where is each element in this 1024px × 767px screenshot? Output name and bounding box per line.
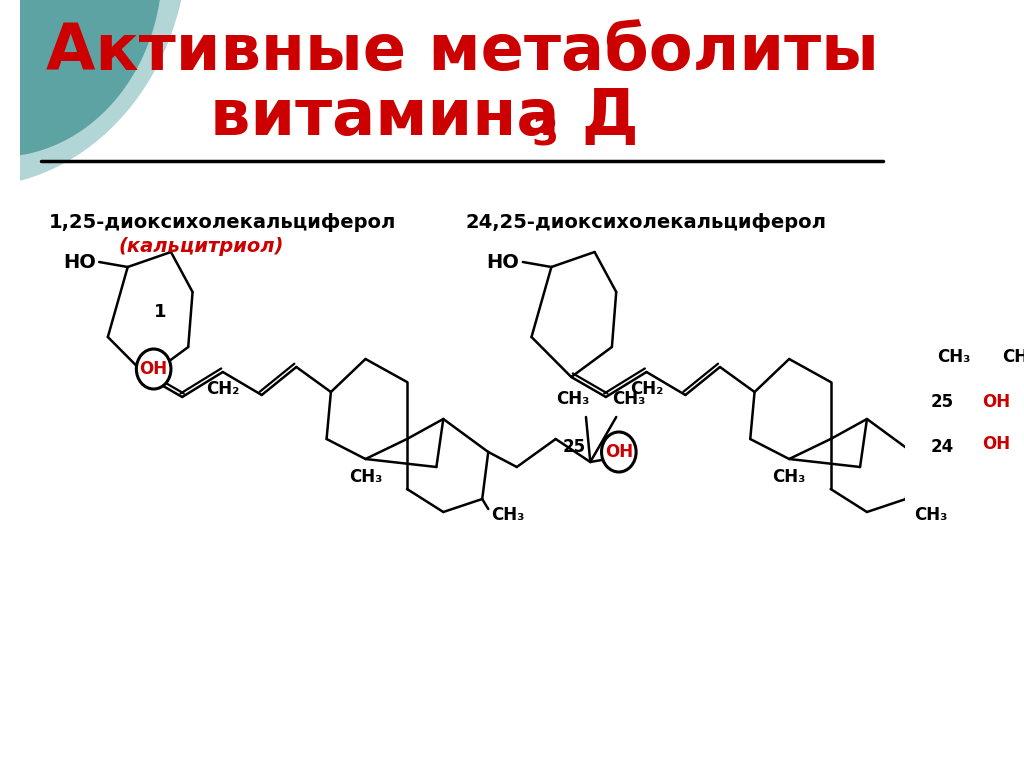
Text: CH₃: CH₃ [914,506,948,524]
Text: 24: 24 [930,438,953,456]
Text: OH: OH [139,360,168,378]
Text: 1: 1 [154,303,166,321]
Text: OH: OH [983,393,1011,411]
Circle shape [979,424,1014,464]
Circle shape [136,349,171,389]
Text: CH₃: CH₃ [349,468,382,486]
Text: HO: HO [486,252,519,272]
Text: Активные метаболиты: Активные метаболиты [46,21,879,83]
Text: 25: 25 [563,438,586,456]
Text: 24,25-диоксихолекальциферол: 24,25-диоксихолекальциферол [466,212,827,232]
Text: CH₃: CH₃ [772,468,806,486]
Text: CH₃: CH₃ [612,390,646,408]
Text: 25: 25 [931,393,953,411]
Text: OH: OH [605,443,633,461]
Text: CH₃: CH₃ [1002,348,1024,366]
Text: витамина Д: витамина Д [210,86,639,148]
Text: (кальцитриол): (кальцитриол) [119,238,284,256]
Circle shape [601,432,636,472]
Circle shape [0,0,188,187]
Text: 1,25-диоксихолекальциферол: 1,25-диоксихолекальциферол [49,212,396,232]
Circle shape [979,382,1014,422]
Text: CH₃: CH₃ [490,506,524,524]
Text: HO: HO [62,252,95,272]
Text: OH: OH [983,435,1011,453]
Circle shape [0,0,162,157]
Text: 3: 3 [531,116,559,154]
Text: CH₂: CH₂ [630,380,664,398]
Text: CH₃: CH₃ [937,348,970,366]
Text: CH₂: CH₂ [207,380,240,398]
Text: CH₃: CH₃ [556,390,590,408]
